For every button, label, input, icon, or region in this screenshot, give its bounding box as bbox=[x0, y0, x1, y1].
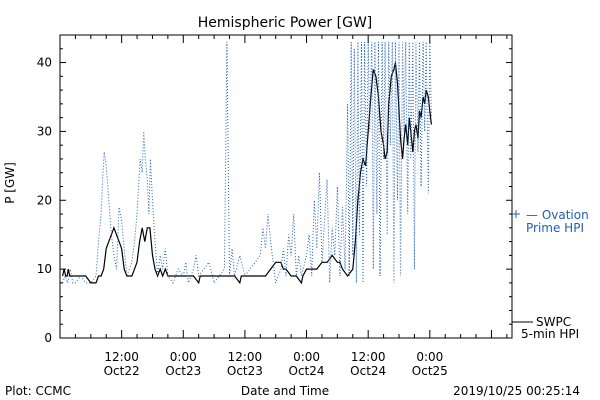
x-tick-label-date: Oct22 bbox=[104, 364, 140, 378]
axes-layer: 01020304012:00Oct220:00Oct2312:00Oct230:… bbox=[37, 34, 520, 378]
x-tick-label-time: 0:00 bbox=[293, 350, 320, 364]
legend-ovation-line2: Prime HPI bbox=[526, 221, 584, 235]
x-axis-label: Date and Time bbox=[241, 384, 329, 398]
y-axis-label: P [GW] bbox=[3, 162, 17, 204]
x-tick-label-date: Oct23 bbox=[227, 364, 263, 378]
series-layer bbox=[62, 41, 432, 285]
x-tick-label-time: 12:00 bbox=[104, 350, 139, 364]
legend-ovation-line1: — Ovation bbox=[526, 208, 589, 222]
plot-frame bbox=[59, 34, 513, 339]
chart-title: Hemispheric Power [GW] bbox=[198, 15, 373, 31]
legend-ovation-marker bbox=[512, 210, 520, 218]
x-tick-label-date: Oct24 bbox=[350, 364, 386, 378]
timestamp: 2019/10/25 00:25:14 bbox=[453, 384, 580, 398]
x-tick-label-time: 0:00 bbox=[416, 350, 443, 364]
plot-source: Plot: CCMC bbox=[5, 384, 71, 398]
x-tick-label-date: Oct25 bbox=[412, 364, 448, 378]
x-tick-label-date: Oct24 bbox=[289, 364, 325, 378]
y-tick-label: 40 bbox=[37, 56, 52, 70]
x-tick-label-time: 12:00 bbox=[228, 350, 263, 364]
legend-swpc-line2: 5-min HPI bbox=[521, 327, 579, 341]
legend-ovation: — Ovation Prime HPI bbox=[526, 208, 589, 235]
legend-swpc: SWPC 5-min HPI bbox=[512, 315, 579, 341]
x-tick-label-time: 0:00 bbox=[170, 350, 197, 364]
legend-swpc-line1: SWPC bbox=[536, 315, 571, 329]
x-tick-label-date: Oct23 bbox=[165, 364, 201, 378]
y-tick-label: 0 bbox=[44, 331, 52, 345]
y-tick-label: 10 bbox=[37, 262, 52, 276]
x-tick-label-time: 12:00 bbox=[351, 350, 386, 364]
y-tick-label: 30 bbox=[37, 124, 52, 138]
y-tick-label: 20 bbox=[37, 193, 52, 207]
